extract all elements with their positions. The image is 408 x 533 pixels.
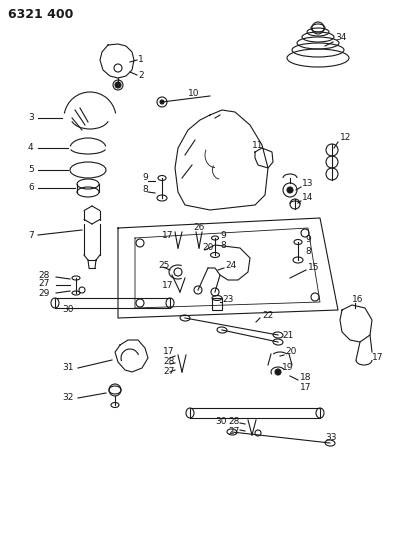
Bar <box>55 298 170 308</box>
Text: 1: 1 <box>138 55 144 64</box>
Text: 28: 28 <box>38 271 49 279</box>
Text: 20: 20 <box>285 348 296 357</box>
Text: 28: 28 <box>228 417 239 426</box>
Text: 14: 14 <box>302 193 313 203</box>
Bar <box>212 298 222 310</box>
Text: 8: 8 <box>220 241 226 251</box>
Text: 31: 31 <box>62 364 73 373</box>
Text: 29: 29 <box>38 288 49 297</box>
Text: 22: 22 <box>262 311 273 320</box>
Text: 24: 24 <box>225 261 236 270</box>
Text: 7: 7 <box>28 230 34 239</box>
Text: 2: 2 <box>138 70 144 79</box>
Text: 18: 18 <box>300 374 311 383</box>
Text: 26: 26 <box>193 223 204 232</box>
Text: 30: 30 <box>62 305 73 314</box>
Text: 17: 17 <box>300 384 311 392</box>
Text: 9: 9 <box>305 236 311 245</box>
Text: 13: 13 <box>302 180 313 189</box>
Text: 3: 3 <box>28 114 34 123</box>
Circle shape <box>115 82 121 88</box>
Text: 9: 9 <box>220 231 226 240</box>
Text: 27: 27 <box>163 367 174 376</box>
Text: 23: 23 <box>222 295 233 304</box>
Text: 9: 9 <box>142 174 148 182</box>
Text: 30: 30 <box>215 417 226 426</box>
Text: 27: 27 <box>38 279 49 288</box>
Text: 6: 6 <box>28 183 34 192</box>
Circle shape <box>287 187 293 193</box>
Text: 32: 32 <box>62 393 73 402</box>
Text: 16: 16 <box>352 295 364 304</box>
Text: 8: 8 <box>142 185 148 195</box>
Text: 34: 34 <box>335 34 346 43</box>
Circle shape <box>275 369 281 375</box>
Text: 17: 17 <box>162 280 173 289</box>
Text: 17: 17 <box>163 348 175 357</box>
Text: 12: 12 <box>340 133 351 142</box>
Text: 27: 27 <box>228 427 239 437</box>
Text: 17: 17 <box>162 230 173 239</box>
Bar <box>190 408 320 418</box>
Text: 28: 28 <box>163 358 174 367</box>
Text: 20: 20 <box>202 244 213 253</box>
Circle shape <box>160 100 164 104</box>
Text: 25: 25 <box>158 261 169 270</box>
Text: 17: 17 <box>372 352 384 361</box>
Text: 10: 10 <box>188 90 200 99</box>
Text: 21: 21 <box>282 330 293 340</box>
Text: 4: 4 <box>28 143 33 152</box>
Text: 6321 400: 6321 400 <box>8 7 73 20</box>
Text: 11: 11 <box>252 141 264 149</box>
Text: 8: 8 <box>305 247 311 256</box>
Text: 33: 33 <box>325 433 337 442</box>
Text: 19: 19 <box>282 364 293 373</box>
Text: 15: 15 <box>308 263 319 272</box>
Text: 5: 5 <box>28 166 34 174</box>
